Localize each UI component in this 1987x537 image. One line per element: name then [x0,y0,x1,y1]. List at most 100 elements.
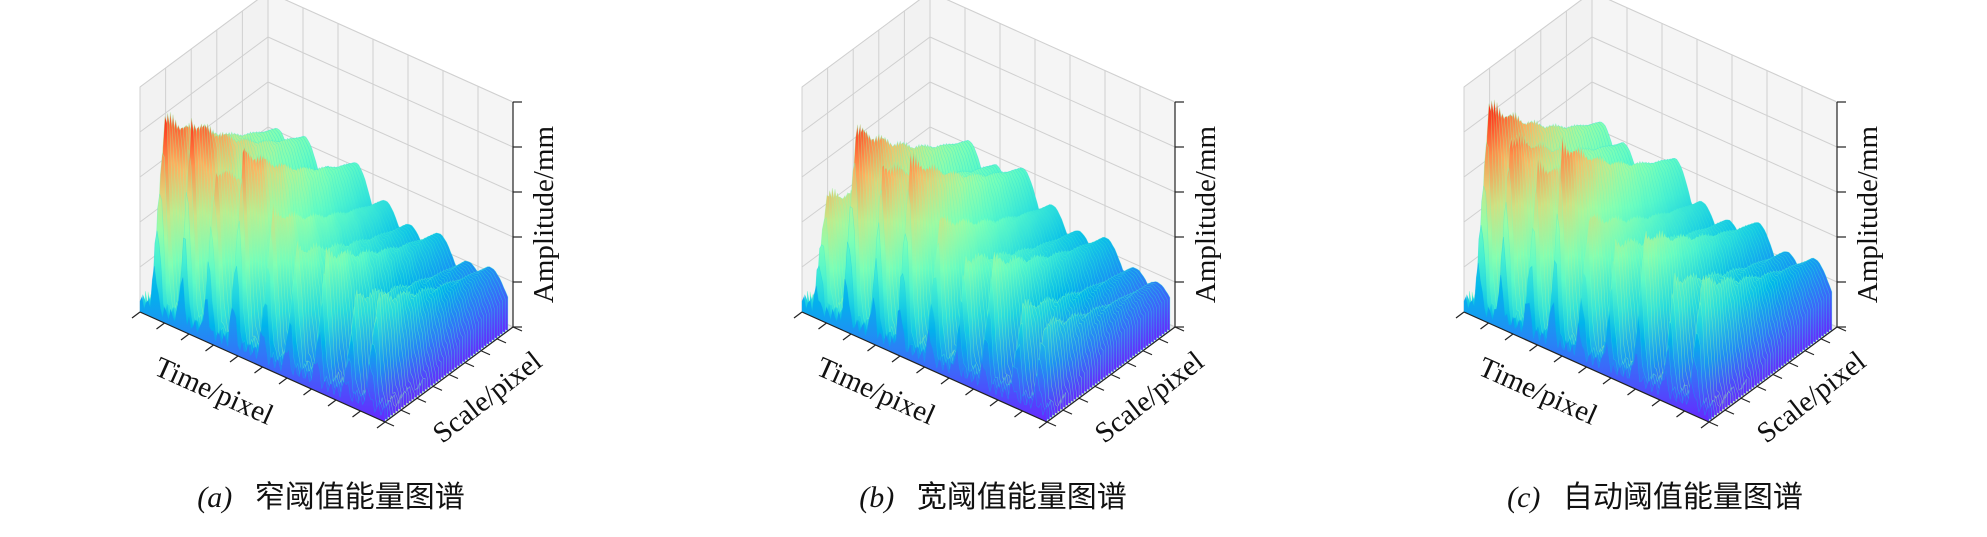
scale-tick [448,373,459,380]
scale-tick [400,409,411,415]
scale-tick [512,326,523,332]
surface-strip [801,278,1048,423]
time-tick [940,377,950,385]
surface-strip [1463,262,1710,423]
scale-tick [496,338,507,344]
caption-a: (a) 窄阈值能量图谱 [0,472,662,516]
scale-tick [1724,409,1735,415]
scale-tick [1046,421,1057,427]
surface-c [1463,99,1833,423]
surface-a [139,112,509,423]
caption-text-a: 窄阈值能量图谱 [254,481,465,514]
caption-tag-b: (b) [859,481,895,514]
time-tick [1504,333,1514,341]
chart-panel-b: Time/pixel Scale/pixel Amplitude/mm (b) 宽阈… [662,0,1324,537]
surface-strip [1469,185,1715,419]
scale-tick [1126,362,1137,368]
scale-tick [464,362,475,368]
surface-strip [147,149,394,417]
grid-line [801,81,1176,193]
scale-tick [1820,338,1831,344]
scale-tick [480,350,491,356]
scale-tick [1708,421,1719,427]
scale-tick [1836,326,1847,332]
time-tick [1529,344,1538,352]
axes-c [1455,101,1847,429]
time-tick [1651,399,1661,407]
time-tick [1627,388,1636,396]
surface-strip [145,192,391,419]
time-tick [1578,366,1587,374]
scale-tick [1062,409,1073,415]
surface-strip [142,230,389,421]
axes-a [131,101,523,429]
time-tick [1455,311,1465,319]
grid-line [801,0,1176,103]
caption-tag-a: (a) [197,481,233,514]
caption-b: (b) 宽阈值能量图谱 [662,472,1324,516]
time-tick [1676,410,1685,418]
chart-panel-a: Time/pixel Scale/pixel Amplitude/mm (a) 窄阈… [0,0,662,537]
time-tick [891,355,901,363]
time-tick [205,344,214,352]
scale-tick [1078,397,1089,403]
time-tick [131,311,141,319]
time-tick [818,322,827,330]
chart-panel-c: Time/pixel Scale/pixel Amplitude/mm (c) 自动… [1324,0,1986,537]
grid-line [1463,0,1838,103]
scale-tick [1788,362,1799,368]
scale-tick [1756,385,1767,391]
time-tick [965,388,974,396]
surface-strip [1471,141,1718,417]
time-tick [254,366,263,374]
grid-line [801,126,1176,238]
surface-strip [139,266,386,423]
grid-line [801,36,1176,148]
time-tick [1014,410,1023,418]
time-tick [229,355,239,363]
time-tick [303,388,312,396]
caption-tag-c: (c) [1507,481,1541,514]
scale-tick [432,385,443,391]
surface-b [801,124,1171,423]
scale-tick [416,397,427,403]
amplitude-axis-label: Amplitude/mm [528,125,560,303]
time-tick [842,333,852,341]
time-tick [1700,421,1710,429]
axes-b [793,101,1185,429]
time-tick [793,311,803,319]
time-tick [1038,421,1048,429]
time-tick [156,322,165,330]
time-tick [327,399,337,407]
scale-tick [384,421,395,427]
time-tick [989,399,999,407]
grid-line [139,36,514,148]
time-tick [1602,377,1612,385]
time-tick [376,421,386,429]
amplitude-axis-label: Amplitude/mm [1190,125,1222,303]
caption-text-b: 宽阈值能量图谱 [916,481,1127,514]
scale-tick [1142,350,1153,356]
grid-line [1463,36,1838,148]
time-tick [1480,322,1489,330]
caption-text-c: 自动阈值能量图谱 [1562,481,1803,514]
scale-tick [1110,373,1121,380]
time-tick [867,344,876,352]
scale-tick [1772,373,1783,380]
time-tick [180,333,190,341]
time-tick [916,366,925,374]
scale-tick [1174,326,1185,332]
caption-c: (c) 自动阈值能量图谱 [1324,472,1986,516]
time-tick [1553,355,1563,363]
time-tick [352,410,361,418]
time-tick [278,377,288,385]
scale-tick [1740,397,1751,403]
scale-tick [1094,385,1105,391]
amplitude-axis-label: Amplitude/mm [1852,125,1884,303]
grid-line [139,0,514,103]
scale-tick [1158,338,1169,344]
scale-tick [1804,350,1815,356]
